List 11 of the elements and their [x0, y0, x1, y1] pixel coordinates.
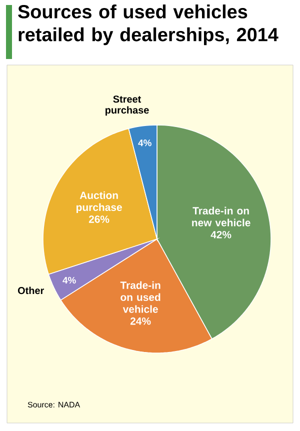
data-label: 26% — [88, 216, 110, 223]
slice-label: Auction purchase — [76, 191, 122, 214]
slice-label: Trade-in on used vehicle — [120, 281, 160, 313]
chart-title: Sources of used vehicles retailed by dealerships, 2014 — [18, 4, 278, 46]
slice-label: Other — [18, 286, 44, 294]
data-label: 4% — [62, 276, 76, 284]
data-label: 4% — [138, 140, 152, 146]
data-label: 24% — [130, 317, 151, 325]
slice-label: Street purchase — [106, 96, 149, 116]
slice-label: Trade-in on new vehicle — [192, 206, 250, 226]
data-label: 42% — [210, 230, 232, 238]
